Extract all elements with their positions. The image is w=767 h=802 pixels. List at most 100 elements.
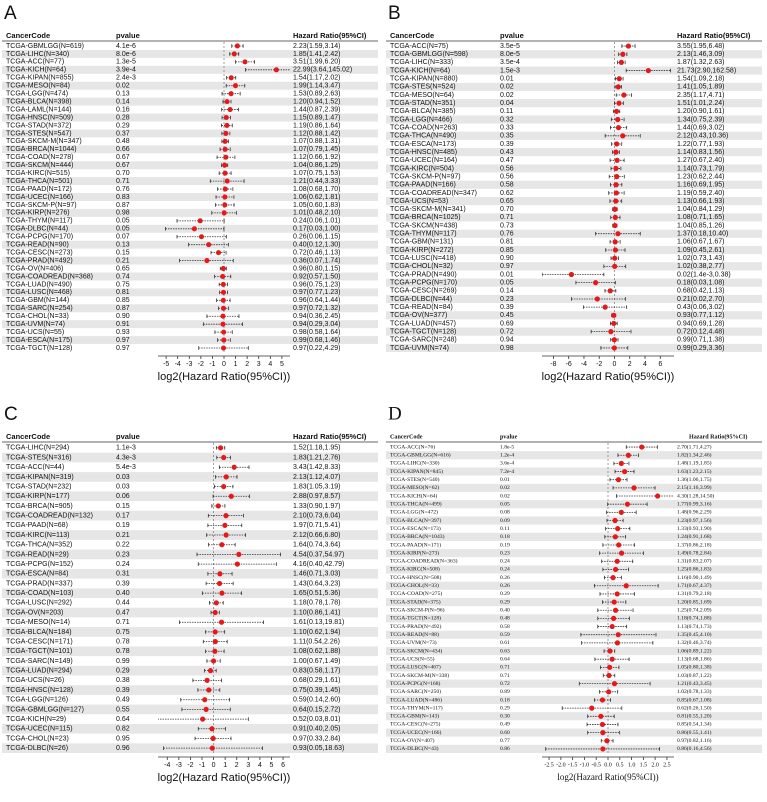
hazard-ratio-label: 1.31(0.79,2.18) <box>677 590 712 597</box>
x-tick-label: -0.5 <box>591 762 601 768</box>
hazard-ratio-label: 0.64(0.15,2.72) <box>293 706 340 713</box>
row-stripe <box>2 81 378 90</box>
p-value: 3.5e-4 <box>500 59 520 66</box>
p-value: 0.01 <box>500 477 510 483</box>
row-stripe <box>2 193 378 201</box>
hazard-ratio-point <box>618 509 624 515</box>
cancer-code: TCGA-LIHC(N=294) <box>6 445 69 452</box>
hazard-ratio-point <box>611 599 617 605</box>
hazard-ratio-label: 1.12(0.88,1.42) <box>293 130 340 137</box>
row-stripe <box>2 177 378 186</box>
p-value: 0.37 <box>116 130 130 137</box>
cancer-code: TCGA-SKCM(N=434) <box>390 647 442 654</box>
hazard-ratio-point <box>612 214 618 220</box>
hazard-ratio-point <box>623 583 629 589</box>
hazard-ratio-point <box>200 716 206 722</box>
x-tick-label: -4 <box>581 361 587 368</box>
cancer-code: TCGA-PAAD(N=171) <box>390 541 441 548</box>
cancer-code: TCGA-ACC(N=76) <box>390 443 435 450</box>
cancer-code: TCGA-COADREAD(N=347) <box>390 190 477 197</box>
hazard-ratio-point <box>612 263 618 269</box>
p-value: 0.72 <box>500 328 514 335</box>
x-tick-label: 4 <box>643 361 647 368</box>
row-stripe <box>386 180 762 189</box>
p-value: 0.48 <box>500 616 510 622</box>
hazard-ratio-point <box>220 313 226 319</box>
row-stripe <box>386 229 762 238</box>
hazard-ratio-label: 0.62(0.26,1.50) <box>677 704 712 711</box>
cancer-code: TCGA-LIHC(N=333) <box>390 59 453 66</box>
row-stripe <box>386 679 762 688</box>
hazard-ratio-point <box>228 91 234 97</box>
row-stripe <box>2 113 378 122</box>
x-tick-label: 4 <box>268 361 272 368</box>
p-value: 0.61 <box>500 640 510 646</box>
hazard-ratio-point <box>610 575 616 581</box>
panel-label: B <box>388 3 401 24</box>
p-value: 0.28 <box>116 114 130 121</box>
hazard-ratio-point <box>655 493 661 499</box>
p-value: 1.3e-5 <box>116 59 136 66</box>
cancer-code: TCGA-OV(N=407) <box>390 737 435 744</box>
cancer-code: TCGA-BRCA(N=1025) <box>390 214 461 221</box>
x-tick-label: -2 <box>596 361 602 368</box>
p-value: 0.63 <box>500 648 510 654</box>
cancer-code: TCGA-KIRC(N=504) <box>390 165 454 172</box>
cancer-code: TCGA-TGCT(N=128) <box>390 328 456 335</box>
hazard-ratio-label: 0.75(0.39,1.45) <box>293 687 340 694</box>
hazard-ratio-point <box>612 607 619 613</box>
p-value: 0.09 <box>500 518 510 524</box>
p-value: 0.05 <box>500 280 514 287</box>
x-tick-label: 2 <box>235 762 239 769</box>
cancer-code: TCGA-READ(N=90) <box>6 242 69 249</box>
hazard-ratio-label: 1.77(0.99,3.16) <box>677 500 712 507</box>
p-value: 0.98 <box>116 210 130 217</box>
hazard-ratio-point <box>593 280 599 286</box>
p-value: 0.81 <box>116 289 130 296</box>
hazard-ratio-point <box>618 460 624 466</box>
p-value: 0.85 <box>500 247 514 254</box>
cancer-code: TCGA-GBMLGG(N=619) <box>6 43 84 50</box>
hazard-ratio-point <box>615 477 622 483</box>
p-value: 0.65 <box>500 198 514 205</box>
p-value: 0.66 <box>116 146 130 153</box>
panel-label: A <box>4 3 17 24</box>
hazard-ratio-label: 1.05(0.60,1.83) <box>293 202 340 209</box>
panel-background <box>0 401 382 801</box>
cancer-code: TCGA-MESO(N=62) <box>390 484 439 491</box>
hazard-ratio-label: 0.36(0.07,1.74) <box>293 257 340 264</box>
hazard-ratio-label: 2.70(1.71,4.27) <box>677 443 712 450</box>
hazard-ratio-label: 2.88(0.97,8.57) <box>293 493 340 500</box>
hazard-ratio-label: 0.72(0.46,1.13) <box>293 249 340 256</box>
p-value: 0.65 <box>116 265 130 272</box>
cancer-code: TCGA-SKCM-P(N=96) <box>390 607 445 614</box>
p-value: 0.29 <box>116 122 130 129</box>
cancer-code: TCGA-UCEC(N=115) <box>6 726 73 733</box>
x-tick-label: -4 <box>175 361 181 368</box>
row-stripe <box>386 500 762 509</box>
x-tick-label: -1.0 <box>580 762 590 768</box>
hazard-ratio-point <box>234 43 240 49</box>
hazard-ratio-label: 4.54(0.37,54.97) <box>293 551 344 558</box>
row-stripe <box>2 161 378 170</box>
hazard-ratio-label: 0.99(0.68,1.46) <box>293 337 340 344</box>
hazard-ratio-point <box>612 206 618 212</box>
hazard-ratio-point <box>209 745 215 751</box>
x-tick-label: 5 <box>280 361 284 368</box>
row-stripe <box>2 97 378 106</box>
p-value: 0.87 <box>116 305 130 312</box>
hazard-ratio-label: 1.23(0.97,1.56) <box>677 517 712 524</box>
cancer-code: TCGA-UCS(N=26) <box>6 677 64 684</box>
p-value: 0.21 <box>116 532 130 539</box>
cancer-code: TCGA-BLCA(N=184) <box>6 629 72 636</box>
p-value: 0.71 <box>500 673 510 679</box>
cancer-code: TCGA-KIRP(N=177) <box>6 493 70 500</box>
hazard-ratio-point <box>197 218 203 224</box>
row-stripe <box>2 530 378 540</box>
hazard-ratio-label: 1.24(0.91,1.68) <box>677 533 712 540</box>
cancer-code: TCGA-HNSC(N=508) <box>390 574 441 581</box>
cancer-code: TCGA-STES(N=547) <box>6 130 72 137</box>
hazard-ratio-label: 0.96(0.75,1.23) <box>293 281 340 288</box>
p-value: 0.22 <box>116 542 130 549</box>
